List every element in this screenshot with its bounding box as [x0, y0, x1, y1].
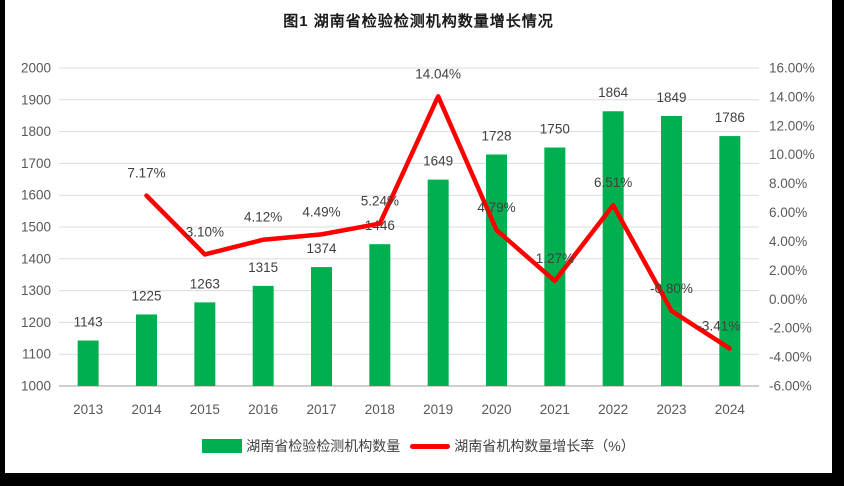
bar-value-label: 1143: [74, 315, 103, 330]
chart-canvas: 2000 1900 1800 1700 1600 1500 1400 1300 1200 1100…: [21, 61, 815, 418]
y2-axis-tick-label: -6.00%: [769, 379, 812, 394]
bar: [136, 314, 157, 386]
bar: [544, 147, 566, 386]
growth-line: [144, 94, 733, 351]
bar-value-label: 1750: [540, 122, 570, 137]
y-axis-tick-label: 1000: [21, 379, 51, 394]
bar-value-label: 1263: [190, 276, 220, 291]
bar-value-label: 1374: [306, 241, 337, 256]
legend-line-label: 湖南省机构数量增长率（%）: [454, 438, 635, 454]
line-value-label: 14.04%: [415, 66, 461, 81]
bar-value-label: 1786: [715, 110, 745, 125]
y-axis-tick-label: 1400: [21, 251, 51, 266]
bar-value-label: 1728: [481, 128, 511, 143]
y2-axis-tick-label: 0.00%: [769, 292, 807, 307]
y2-axis-tick-label: 8.00%: [769, 176, 807, 191]
x-axis-tick-label: 2016: [248, 402, 278, 417]
y2-axis-tick-label: 2.00%: [769, 263, 807, 278]
y-axis-tick-label: 1300: [21, 283, 51, 298]
bar-value-label: 1225: [131, 288, 161, 303]
bar-value-label: 1315: [248, 260, 278, 275]
line-value-label: 5.24%: [361, 194, 399, 209]
line-value-label: 4.79%: [477, 200, 515, 215]
y2-axis-tick-label: 16.00%: [769, 61, 815, 76]
chart-panel: 2000 1900 1800 1700 1600 1500 1400 1300 1200 1100…: [5, 0, 832, 473]
x-axis-tick-label: 2022: [598, 402, 628, 417]
line-value-label: 1.27%: [536, 251, 574, 266]
bar: [486, 154, 507, 386]
y-axis-tick-label: 1700: [21, 156, 51, 171]
x-axis-tick-label: 2017: [306, 402, 336, 417]
bar: [369, 244, 391, 386]
x-axis-tick-label: 2014: [131, 402, 162, 417]
x-axis-tick-label: 2015: [190, 402, 220, 417]
line-value-label: 7.17%: [127, 166, 165, 181]
y-axis-tick-label: 1900: [21, 92, 51, 107]
x-axis-tick-label: 2019: [423, 402, 453, 417]
x-axis-tick-label: 2013: [73, 402, 103, 417]
y2-axis-tick-label: -2.00%: [769, 321, 812, 336]
bar-value-label: 1864: [598, 85, 629, 100]
y2-axis-tick-label: 6.00%: [769, 205, 807, 220]
y-axis-tick-label: 1100: [22, 347, 51, 362]
x-axis-tick-label: 2021: [540, 402, 570, 417]
legend-line-swatch-icon: [410, 443, 451, 449]
y-axis-tick-label: 2000: [21, 61, 51, 76]
y-axis-tick-label: 1800: [21, 124, 51, 139]
legend-bar-label: 湖南省检验检测机构数量: [246, 438, 401, 454]
y-axis-tick-label: 1200: [21, 315, 51, 330]
y2-axis-tick-label: 12.00%: [769, 118, 815, 133]
bar: [427, 179, 449, 386]
x-axis-tick-label: 2018: [365, 402, 395, 417]
line-value-label: -0.80%: [650, 281, 693, 296]
y2-axis-tick-label: 4.00%: [769, 234, 807, 249]
bar: [77, 340, 99, 386]
bar-value-label: 1649: [423, 154, 453, 169]
bar: [602, 111, 624, 387]
x-axis-tick-label: 2020: [481, 402, 511, 417]
y-axis-tick-label: 1600: [21, 188, 51, 203]
bar: [661, 116, 682, 386]
bar: [252, 285, 274, 386]
line-value-label: 6.51%: [594, 175, 632, 190]
y2-axis-tick-label: 14.00%: [769, 89, 815, 104]
bar: [311, 267, 332, 386]
line-value-label: 4.12%: [244, 210, 282, 225]
chart-legend: 湖南省检验检测机构数量 湖南省机构数量增长率（%）: [5, 436, 832, 456]
bar: [194, 302, 216, 386]
bar-value-label: 1849: [656, 90, 686, 105]
x-axis-tick-label: 2024: [715, 402, 746, 417]
y-axis-tick-label: 1500: [21, 220, 51, 235]
y2-axis-tick-label: 10.00%: [769, 147, 815, 162]
legend-bar-swatch-icon: [202, 439, 243, 453]
line-value-label: 4.49%: [302, 204, 340, 219]
line-value-label: 3.10%: [186, 224, 224, 239]
x-axis-tick-label: 2023: [656, 402, 686, 417]
bar: [719, 136, 741, 386]
y2-axis-tick-label: -4.00%: [769, 350, 812, 365]
chart-title: 图1 湖南省检验检测机构数量增长情况: [283, 13, 554, 30]
line-value-label: -3.41%: [697, 319, 740, 334]
